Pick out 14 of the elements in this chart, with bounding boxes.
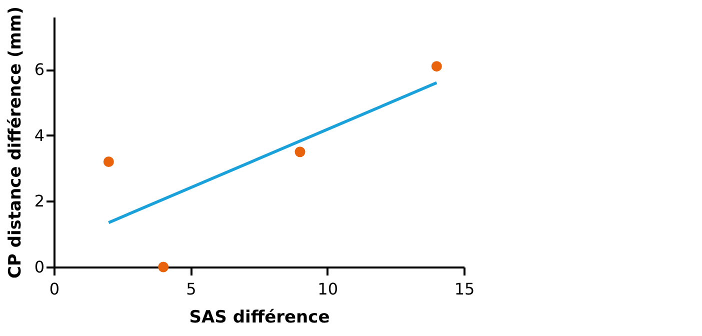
point [431, 61, 442, 72]
y-axis-title: CP distance différence (mm) [5, 6, 26, 278]
x-axis-title: SAS différence [189, 308, 330, 328]
x-tick-label: 15 [454, 280, 475, 298]
x-tick-label: 5 [186, 280, 196, 298]
point [158, 262, 169, 272]
y-tick-label: 0 [34, 258, 44, 276]
y-tick-label: 2 [34, 192, 44, 211]
y-tick-label: 4 [34, 126, 44, 145]
x-tick-label: 10 [318, 280, 338, 298]
x-tick-label: 0 [49, 280, 60, 298]
point [294, 146, 306, 158]
y-tick-label: 6 [34, 60, 44, 80]
point [103, 156, 114, 167]
